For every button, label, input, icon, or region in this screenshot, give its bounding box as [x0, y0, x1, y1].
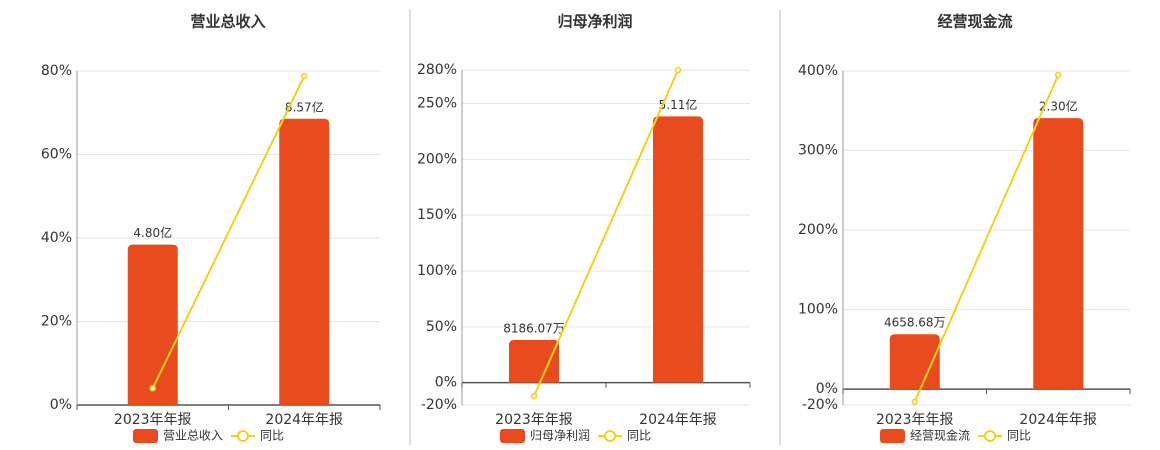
y-tick-label: 80%: [41, 63, 72, 79]
data-label: 5.11亿: [659, 97, 698, 112]
y-tick-label: 50%: [426, 319, 457, 335]
x-tick-label: 2023年年报: [114, 412, 192, 428]
x-tick-label: 2023年年报: [876, 412, 954, 428]
legend-label: 同比: [1007, 429, 1031, 443]
line-point: [1055, 71, 1062, 79]
line: [151, 75, 306, 389]
legend-label: 经营现金流: [910, 428, 970, 443]
y-tick-label: 0%: [435, 375, 457, 391]
bar: [127, 244, 178, 405]
legend-label: 同比: [260, 429, 284, 443]
y-tick-label: 20%: [41, 314, 72, 330]
x-tick-label: 2024年年报: [1019, 412, 1097, 428]
y-tick-label: 100%: [417, 263, 457, 279]
y-tick-label: 200%: [417, 151, 457, 167]
y-tick-label: 150%: [417, 207, 457, 223]
y-tick-label: 0%: [50, 397, 72, 413]
line-point: [530, 392, 538, 400]
line: [913, 74, 1060, 403]
legend-swatch: [500, 429, 525, 443]
chart-title: 营业总收入: [190, 13, 265, 31]
legend-label: 归母净利润: [530, 429, 590, 443]
legend-swatch: [604, 430, 617, 442]
chart-title: 归母净利润: [557, 13, 632, 31]
y-tick-label: 60%: [41, 147, 72, 163]
legend-swatch: [984, 430, 997, 442]
line-point: [149, 385, 156, 392]
legend-swatch: [880, 429, 905, 443]
y-tick-label: -20%: [421, 397, 457, 413]
y-tick-label: 280%: [417, 62, 457, 78]
y-tick-label: 40%: [41, 230, 72, 246]
y-tick-label: 0%: [816, 381, 838, 397]
data-label: 8186.07万: [503, 321, 565, 335]
legend-label: 营业总收入: [163, 429, 223, 443]
bar: [1033, 118, 1084, 390]
y-tick-label: 250%: [417, 96, 457, 112]
bar: [653, 116, 703, 383]
x-tick-label: 2024年年报: [265, 412, 343, 428]
line-point: [674, 66, 682, 74]
legend-swatch: [237, 430, 250, 442]
line-point: [301, 72, 308, 80]
bar: [509, 339, 559, 383]
line: [533, 69, 679, 397]
bar: [279, 118, 330, 406]
data-label: 2.30亿: [1039, 99, 1078, 114]
y-tick-label: -20%: [802, 397, 838, 413]
data-label: 4.80亿: [133, 225, 172, 240]
data-label: 8.57亿: [285, 99, 324, 114]
legend-swatch: [133, 429, 158, 443]
y-tick-label: 400%: [798, 63, 838, 79]
legend-label: 同比: [627, 429, 651, 443]
y-tick-label: 200%: [798, 222, 838, 238]
y-tick-label: 100%: [798, 302, 838, 318]
x-tick-label: 2023年年报: [495, 412, 573, 428]
chart-title: 经营现金流: [937, 13, 1012, 31]
data-label: 4658.68万: [884, 316, 946, 330]
x-tick-label: 2024年年报: [639, 412, 717, 428]
line-point: [911, 398, 918, 406]
y-tick-label: 300%: [798, 143, 838, 159]
